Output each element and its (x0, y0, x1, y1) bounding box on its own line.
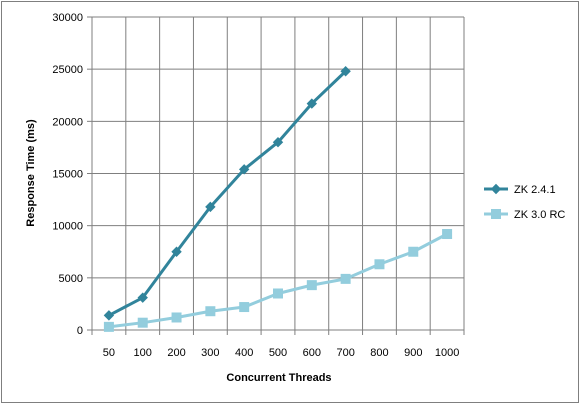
data-point (442, 229, 453, 240)
data-point (306, 280, 317, 291)
data-point (205, 201, 216, 213)
y-tick-label: 5000 (59, 273, 83, 285)
data-point (408, 246, 419, 257)
series-2 (103, 229, 453, 332)
x-tick-label: 800 (370, 347, 388, 359)
y-tick-label: 30000 (52, 12, 83, 24)
data-point (272, 136, 284, 148)
x-axis-title: Concurrent Threads (226, 372, 331, 384)
data-point (103, 310, 115, 321)
data-point (171, 312, 182, 323)
y-axis-title: Response Time (ms) (25, 119, 37, 227)
data-point (374, 259, 385, 270)
data-point (171, 246, 182, 257)
data-point (273, 288, 283, 299)
legend-label: ZK 2.4.1 (514, 184, 556, 196)
tick-labels: 0 5000 10000 15000 20000 25000 30000 50 100 200 30… (52, 12, 459, 359)
y-tick-label: 25000 (52, 64, 83, 76)
series-1 (103, 66, 351, 321)
data-point (306, 98, 318, 109)
x-tick-label: 700 (336, 347, 354, 359)
x-tick-label: 500 (269, 347, 287, 359)
x-tick-label: 900 (404, 347, 422, 359)
x-tick-label: 1000 (435, 347, 459, 359)
data-point (103, 321, 114, 332)
legend: ZK 2.4.1 ZK 3.0 RC (484, 183, 565, 221)
data-point (137, 317, 148, 328)
legend-label: ZK 3.0 RC (514, 209, 565, 221)
data-point (137, 292, 148, 303)
x-tick-label: 50 (103, 347, 115, 359)
x-tick-label: 300 (201, 347, 219, 359)
y-tick-label: 15000 (52, 169, 83, 181)
data-point (239, 302, 250, 313)
legend-item: ZK 3.0 RC (484, 209, 565, 221)
data-point (205, 306, 216, 317)
data-point (238, 164, 250, 175)
legend-marker (490, 183, 502, 195)
y-tick-label: 10000 (52, 221, 83, 233)
x-tick-label: 100 (134, 347, 152, 359)
x-tick-label: 600 (303, 347, 321, 359)
x-tick-label: 200 (167, 347, 185, 359)
series-layer (103, 66, 453, 332)
data-point (340, 66, 351, 77)
legend-marker (491, 209, 501, 219)
series-line (108, 70, 347, 317)
y-tick-label: 20000 (52, 116, 83, 128)
y-tick-label: 0 (77, 325, 83, 337)
grid (87, 16, 465, 335)
legend-item: ZK 2.4.1 (484, 183, 556, 196)
data-point (340, 273, 351, 284)
x-tick-label: 400 (235, 347, 253, 359)
